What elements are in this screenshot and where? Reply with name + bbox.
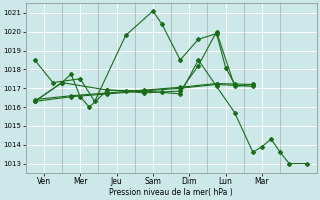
X-axis label: Pression niveau de la mer( hPa ): Pression niveau de la mer( hPa )	[109, 188, 233, 197]
